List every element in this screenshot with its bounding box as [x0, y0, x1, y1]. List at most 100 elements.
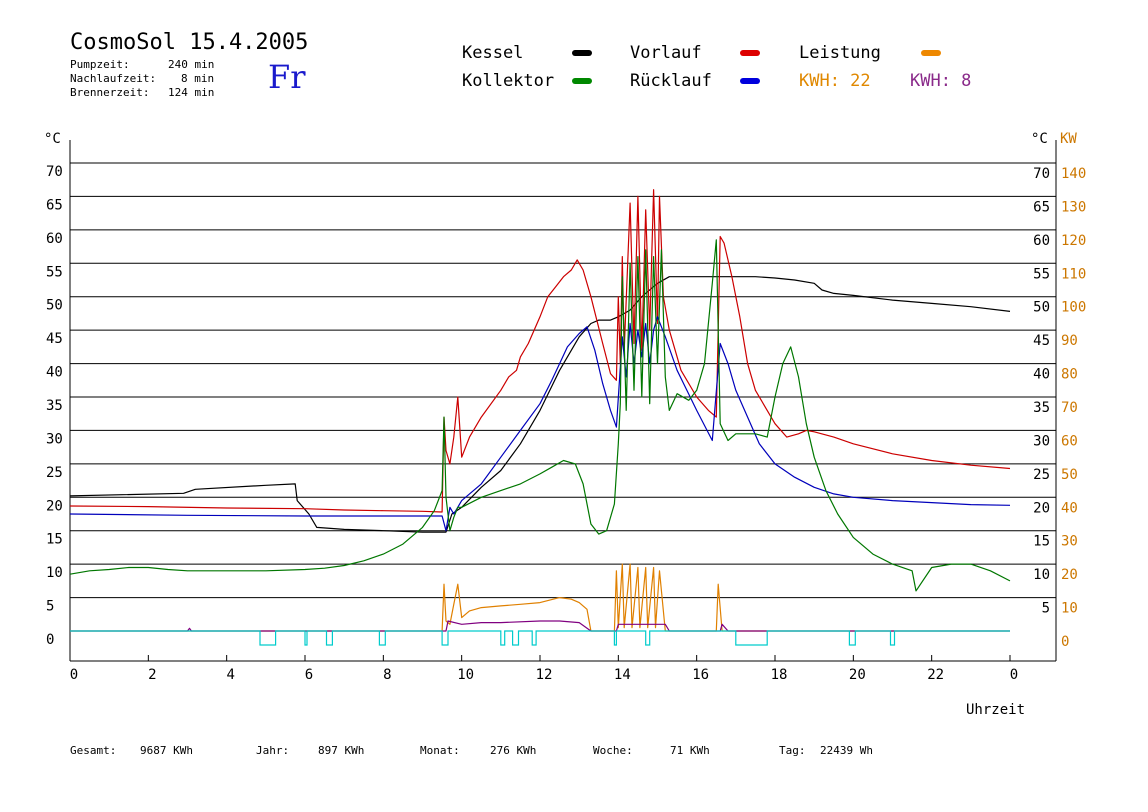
stat-label-pumpzeit: Pumpzeit:	[70, 58, 130, 71]
legend-label-ruecklauf: Rücklauf	[630, 71, 712, 91]
y-tick-right-kw-30: 30	[1061, 534, 1078, 550]
y-tick-left-50: 50	[46, 298, 63, 314]
series-line-ruecklauf	[69, 316, 1011, 532]
x-tick-label-10: 20	[849, 667, 866, 683]
y-tick-left-40: 40	[46, 365, 63, 381]
y-axis-unit-right-kw: KW	[1060, 131, 1077, 147]
footer-label-woche: Woche:	[593, 744, 633, 757]
stat-label-nachlaufzeit: Nachlaufzeit:	[70, 72, 157, 85]
y-tick-right-c-50: 50	[1033, 300, 1050, 316]
x-tick-label-5: 10	[457, 667, 474, 683]
x-tick-label-3: 6	[305, 667, 313, 683]
y-tick-right-c-10: 10	[1033, 567, 1050, 583]
legend-swatch-kollektor	[572, 78, 592, 84]
series-line-kessel	[69, 276, 1011, 533]
legend-label-kollektor: Kollektor	[462, 71, 555, 91]
y-tick-left-55: 55	[46, 264, 63, 280]
y-tick-left-5: 5	[46, 599, 54, 615]
footer-value-jahr: 897 KWh	[318, 744, 365, 757]
y-tick-right-kw-20: 20	[1061, 567, 1078, 583]
y-tick-right-c-15: 15	[1033, 534, 1050, 550]
y-tick-left-35: 35	[46, 398, 63, 414]
kwh-orange-readout: KWH: 22	[799, 71, 871, 91]
y-tick-left-65: 65	[46, 197, 63, 213]
x-tick-label-11: 22	[927, 667, 944, 683]
y-tick-right-c-40: 40	[1033, 367, 1050, 383]
y-tick-right-kw-70: 70	[1061, 400, 1078, 416]
footer-value-gesamt: 9687 KWh	[140, 744, 193, 757]
legend-swatch-vorlauf	[740, 50, 760, 56]
series-lines	[69, 189, 1011, 632]
series-line-purple	[70, 620, 1010, 632]
y-tick-right-c-45: 45	[1033, 333, 1050, 349]
footer-value-tag: 22439 Wh	[820, 744, 873, 757]
legend-label-leistung: Leistung	[799, 43, 881, 63]
y-tick-right-c-20: 20	[1033, 500, 1050, 516]
y-tick-left-10: 10	[46, 565, 63, 581]
y-tick-left-70: 70	[46, 164, 63, 180]
y-tick-right-kw-120: 120	[1061, 233, 1086, 249]
y-tick-left-45: 45	[46, 331, 63, 347]
y-tick-right-kw-90: 90	[1061, 333, 1078, 349]
series-line-vorlauf	[69, 189, 1011, 513]
y-tick-left-25: 25	[46, 465, 63, 481]
x-axis-label: Uhrzeit	[966, 702, 1026, 718]
y-tick-left-30: 30	[46, 431, 63, 447]
axes	[69, 140, 1057, 662]
y-tick-left-60: 60	[46, 231, 63, 247]
y-tick-right-kw-140: 140	[1061, 166, 1086, 182]
y-tick-right-c-65: 65	[1033, 199, 1050, 215]
y-tick-right-kw-130: 130	[1061, 199, 1086, 215]
y-axis-unit-right-c: °C	[1031, 131, 1048, 147]
y-tick-right-c-5: 5	[1042, 601, 1050, 617]
y-tick-right-c-55: 55	[1033, 266, 1050, 282]
stat-value-nachlaufzeit: 8 min	[181, 72, 215, 85]
stat-value-brennerzeit: 124 min	[168, 86, 215, 99]
footer-value-woche: 71 KWh	[670, 744, 710, 757]
weekday-label: Fr	[268, 58, 306, 96]
y-tick-right-kw-60: 60	[1061, 433, 1078, 449]
stat-value-pumpzeit: 240 min	[168, 58, 215, 71]
footer-value-monat: 276 KWh	[490, 744, 537, 757]
pump-signal-line	[70, 630, 1010, 646]
x-tick-label-8: 16	[692, 667, 709, 683]
x-tick-label-1: 2	[148, 667, 156, 683]
x-tick-label-4: 8	[383, 667, 391, 683]
y-tick-right-kw-80: 80	[1061, 367, 1078, 383]
footer-label-jahr: Jahr:	[256, 744, 290, 757]
kwh-purple-readout: KWH: 8	[910, 71, 972, 91]
y-tick-right-c-60: 60	[1033, 233, 1050, 249]
footer-label-gesamt: Gesamt:	[70, 744, 117, 757]
y-tick-right-kw-0: 0	[1061, 634, 1069, 650]
chart-title: CosmoSol 15.4.2005	[70, 30, 309, 55]
x-tick-label-9: 18	[771, 667, 788, 683]
series-line-kollektor	[69, 239, 1011, 592]
legend-label-kessel: Kessel	[462, 43, 524, 63]
y-axis-unit-left: °C	[44, 131, 61, 147]
y-tick-right-c-35: 35	[1033, 400, 1050, 416]
legend-label-vorlauf: Vorlauf	[630, 43, 702, 63]
y-tick-left-0: 0	[46, 632, 54, 648]
stat-label-brennerzeit: Brennerzeit:	[70, 86, 150, 99]
footer-label-monat: Monat:	[420, 744, 460, 757]
grid-lines	[70, 162, 1056, 599]
x-tick-label-7: 14	[614, 667, 631, 683]
footer-label-tag: Tag:	[779, 744, 806, 757]
y-tick-right-kw-100: 100	[1061, 300, 1086, 316]
pump-signal	[70, 630, 1010, 646]
axis-ticks: 0510152025303540455055606570510152025303…	[46, 164, 1086, 683]
x-tick-label-2: 4	[226, 667, 234, 683]
y-tick-left-20: 20	[46, 498, 63, 514]
y-tick-left-15: 15	[46, 532, 63, 548]
legend-swatch-kessel	[572, 50, 592, 56]
legend-swatch-leistung	[921, 50, 941, 56]
y-tick-right-c-70: 70	[1033, 166, 1050, 182]
x-tick-label-6: 12	[536, 667, 553, 683]
y-tick-right-kw-110: 110	[1061, 266, 1086, 282]
legend-swatch-ruecklauf	[740, 78, 760, 84]
y-tick-right-c-25: 25	[1033, 467, 1050, 483]
y-tick-right-kw-50: 50	[1061, 467, 1078, 483]
y-tick-right-kw-10: 10	[1061, 601, 1078, 617]
x-tick-label-12: 0	[1010, 667, 1018, 683]
